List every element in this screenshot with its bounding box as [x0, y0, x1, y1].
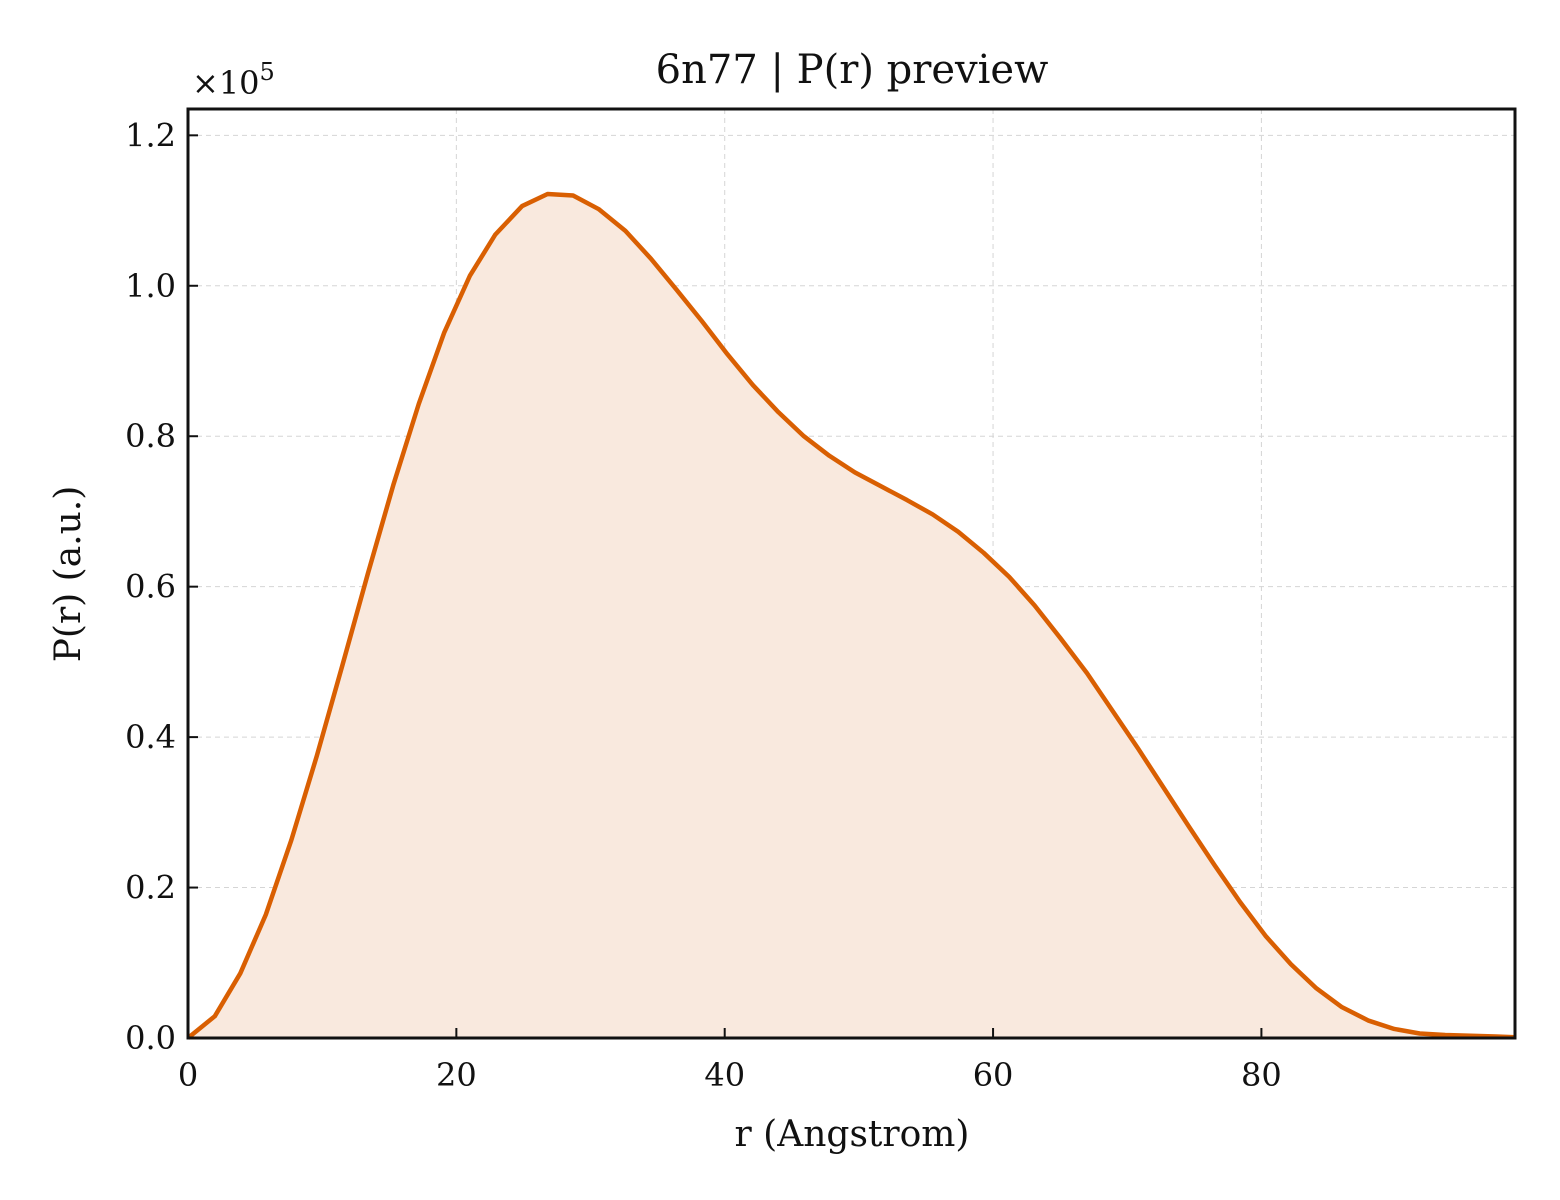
x-tick-label: 80 — [1241, 1056, 1282, 1094]
y-tick-label: 0.6 — [125, 568, 176, 606]
y-tick-label: 0.0 — [125, 1019, 176, 1057]
x-tick-label: 40 — [704, 1056, 745, 1094]
x-tick-label: 20 — [436, 1056, 477, 1094]
axis-ticks: 0 20 40 60 80 0.0 0.2 0.4 0.6 0.8 1.0 1.2 — [125, 116, 1282, 1094]
y-axis-label: P(r) (a.u.) — [48, 486, 89, 663]
x-tick-label: 0 — [178, 1056, 198, 1094]
x-tick-label: 60 — [973, 1056, 1014, 1094]
y-scale-label: ×105 — [192, 58, 275, 102]
y-scale-exponent: 5 — [260, 58, 275, 86]
chart-title: 6n77 | P(r) preview — [656, 47, 1049, 93]
plot-frame — [186, 107, 1517, 1040]
y-tick-label: 0.2 — [125, 869, 176, 907]
y-tick-label: 0.8 — [125, 417, 176, 455]
x-axis-label: r (Angstrom) — [735, 1114, 970, 1155]
y-tick-label: 1.2 — [125, 116, 176, 154]
y-tick-label: 1.0 — [125, 267, 176, 305]
y-scale-base: ×10 — [192, 64, 260, 102]
y-tick-label: 0.4 — [125, 718, 176, 756]
area-fill — [188, 194, 1515, 1038]
